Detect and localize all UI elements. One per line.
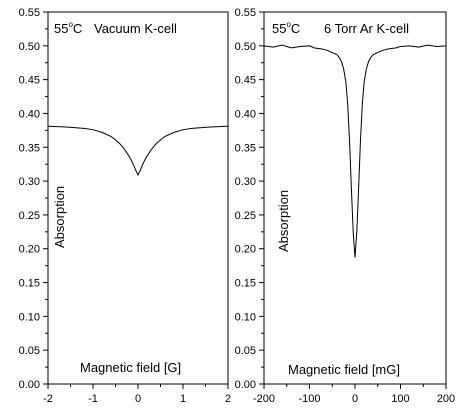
y-tick-label: 0.15	[235, 278, 256, 290]
x-ticks-right: -200 -100 0 100 200	[253, 384, 455, 405]
x-tick-label: 0	[135, 393, 141, 405]
y-tick-label: 0.40	[235, 108, 256, 120]
y-tick-label: 0.00	[235, 379, 256, 391]
y-tick-label: 0.00	[19, 379, 40, 391]
y-tick-label: 0.10	[235, 311, 256, 323]
y-ticks-right: 0.00 0.05 0.10 0.15 0.20 0.25 0.30 0.35 0.40 0.45…	[235, 7, 264, 391]
y-tick-label: 0.40	[19, 108, 40, 120]
annotation-label-right: 6 Torr Ar K-cell	[324, 21, 409, 36]
annotation-temp-left: 55oC	[54, 20, 82, 36]
y-tick-label: 0.35	[235, 142, 256, 154]
x-axis-label-right: Magnetic field [mG]	[288, 362, 400, 377]
panel-left: 0.00 0.05 0.10 0.15 0.20 0.25 0.30 0.35 0.40 0.45…	[19, 7, 231, 405]
y-tick-label: 0.30	[235, 176, 256, 188]
y-tick-label: 0.10	[19, 311, 40, 323]
x-tick-label: -200	[253, 393, 275, 405]
x-tick-label: 200	[437, 393, 455, 405]
x-tick-label: 100	[391, 393, 409, 405]
plot-frame-left	[47, 11, 229, 385]
absorption-line-left	[47, 125, 229, 177]
y-tick-label: 0.45	[235, 75, 256, 87]
y-tick-label: 0.45	[19, 75, 40, 87]
x-tick-label: -100	[298, 393, 320, 405]
y-tick-label: 0.05	[19, 345, 40, 357]
x-axis-label-left: Magnetic field [G]	[80, 360, 181, 375]
x-ticks-left: -2 -1 0 1 2	[43, 384, 231, 405]
x-tick-label: -1	[88, 393, 98, 405]
y-tick-label: 0.30	[19, 176, 40, 188]
y-tick-label: 0.35	[19, 142, 40, 154]
y-axis-label-right: Absorption	[276, 190, 291, 252]
x-tick-label: 2	[225, 393, 231, 405]
y-tick-label: 0.25	[235, 210, 256, 222]
x-tick-label: 1	[180, 393, 186, 405]
y-tick-label: 0.20	[235, 244, 256, 256]
y-tick-label: 0.25	[19, 210, 40, 222]
y-tick-label: 0.55	[19, 7, 40, 19]
y-tick-label: 0.55	[235, 7, 256, 19]
y-tick-label: 0.15	[19, 278, 40, 290]
panel-right: 0.00 0.05 0.10 0.15 0.20 0.25 0.30 0.35 0.40 0.45…	[235, 7, 456, 405]
plot-frame-right	[263, 11, 447, 385]
y-tick-label: 0.50	[19, 41, 40, 53]
x-tick-label: -2	[43, 393, 53, 405]
y-tick-label: 0.05	[235, 345, 256, 357]
x-tick-label: 0	[352, 393, 358, 405]
y-tick-label: 0.20	[19, 244, 40, 256]
y-ticks-left: 0.00 0.05 0.10 0.15 0.20 0.25 0.30 0.35 0.40 0.45…	[19, 7, 48, 391]
annotation-label-left: Vacuum K-cell	[94, 21, 177, 36]
y-axis-label-left: Absorption	[52, 186, 67, 248]
absorption-line-right	[263, 44, 447, 258]
annotation-temp-right: 55oC	[272, 20, 300, 36]
y-tick-label: 0.50	[235, 41, 256, 53]
